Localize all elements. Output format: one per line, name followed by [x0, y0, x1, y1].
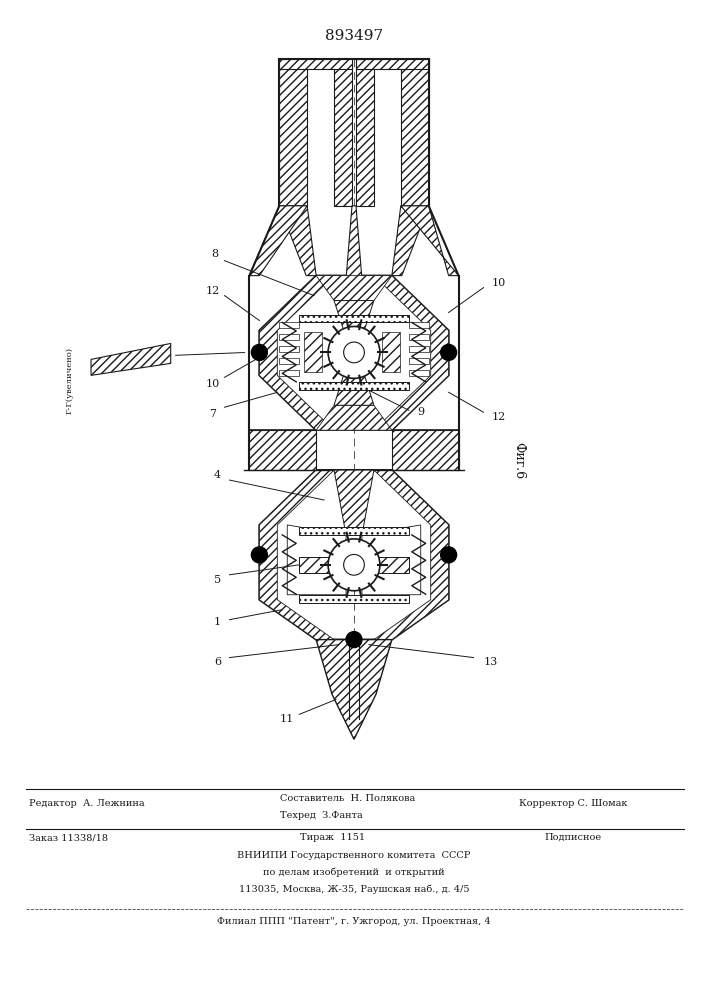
Text: Редактор  А. Лежнина: Редактор А. Лежнина [29, 799, 145, 808]
Polygon shape [279, 370, 299, 376]
Text: 10: 10 [491, 278, 506, 288]
Text: 10: 10 [206, 379, 220, 389]
Circle shape [328, 539, 380, 591]
Polygon shape [374, 470, 449, 640]
Polygon shape [382, 332, 400, 372]
Text: Тираж  1151: Тираж 1151 [300, 833, 366, 842]
Polygon shape [279, 322, 299, 328]
Text: Составитель  Н. Полякова: Составитель Н. Полякова [280, 794, 416, 803]
Polygon shape [259, 276, 449, 430]
Text: Корректор С. Шомак: Корректор С. Шомак [520, 799, 628, 808]
Polygon shape [356, 59, 374, 206]
Text: 8: 8 [211, 249, 218, 259]
Text: по делам изобретений  и открытий: по делам изобретений и открытий [263, 868, 445, 877]
Text: 13: 13 [484, 657, 498, 667]
Circle shape [344, 342, 364, 363]
Polygon shape [279, 346, 299, 352]
Polygon shape [299, 595, 409, 603]
Text: Подписное: Подписное [544, 833, 602, 842]
Text: 12: 12 [206, 286, 220, 296]
Circle shape [344, 554, 364, 575]
Text: 12: 12 [491, 412, 506, 422]
Circle shape [252, 344, 267, 360]
Text: Г-Г(увеличено): Г-Г(увеличено) [65, 347, 73, 414]
Text: 11: 11 [280, 714, 294, 724]
Polygon shape [250, 206, 307, 276]
Polygon shape [279, 334, 299, 340]
Circle shape [328, 326, 380, 378]
Text: Филиал ППП "Патент", г. Ужгород, ул. Проектная, 4: Филиал ППП "Патент", г. Ужгород, ул. Про… [217, 917, 491, 926]
Polygon shape [409, 358, 428, 364]
Text: 1: 1 [214, 617, 221, 627]
Polygon shape [279, 358, 299, 364]
Text: 9: 9 [417, 407, 424, 417]
Polygon shape [401, 59, 428, 206]
Polygon shape [374, 276, 449, 430]
Polygon shape [334, 59, 352, 206]
Circle shape [346, 632, 362, 648]
Circle shape [440, 344, 457, 360]
Polygon shape [299, 527, 409, 535]
Polygon shape [250, 430, 316, 470]
Circle shape [440, 547, 457, 563]
Polygon shape [259, 470, 449, 640]
Text: Заказ 11338/18: Заказ 11338/18 [29, 833, 108, 842]
Text: 113035, Москва, Ж-35, Раушская наб., д. 4/5: 113035, Москва, Ж-35, Раушская наб., д. … [239, 885, 469, 894]
Text: 7: 7 [209, 409, 216, 419]
Polygon shape [409, 322, 428, 328]
Polygon shape [316, 640, 392, 739]
Polygon shape [299, 557, 409, 573]
Polygon shape [401, 206, 459, 276]
Polygon shape [409, 370, 428, 376]
Circle shape [252, 547, 267, 563]
Text: 6: 6 [214, 657, 221, 667]
Text: Фиг.6: Фиг.6 [512, 442, 525, 479]
Polygon shape [356, 59, 428, 69]
Polygon shape [409, 346, 428, 352]
Polygon shape [299, 382, 409, 390]
Text: 893497: 893497 [325, 29, 383, 43]
Polygon shape [392, 206, 428, 276]
Polygon shape [304, 332, 322, 372]
Polygon shape [344, 206, 364, 314]
Polygon shape [279, 59, 352, 69]
Polygon shape [334, 367, 374, 405]
Polygon shape [299, 315, 409, 322]
Polygon shape [259, 276, 334, 430]
Polygon shape [259, 470, 334, 640]
Text: Техред  З.Фанта: Техред З.Фанта [280, 811, 363, 820]
Polygon shape [392, 430, 459, 470]
Text: ВНИИПИ Государственного комитета  СССР: ВНИИПИ Государственного комитета СССР [238, 851, 471, 860]
Polygon shape [316, 276, 392, 301]
Polygon shape [316, 405, 392, 430]
Polygon shape [409, 334, 428, 340]
Polygon shape [279, 206, 316, 276]
Polygon shape [279, 59, 307, 206]
Polygon shape [334, 301, 374, 337]
Text: 4: 4 [214, 470, 221, 480]
Polygon shape [334, 470, 374, 535]
Polygon shape [250, 430, 459, 470]
Text: 5: 5 [214, 575, 221, 585]
Polygon shape [91, 343, 170, 375]
